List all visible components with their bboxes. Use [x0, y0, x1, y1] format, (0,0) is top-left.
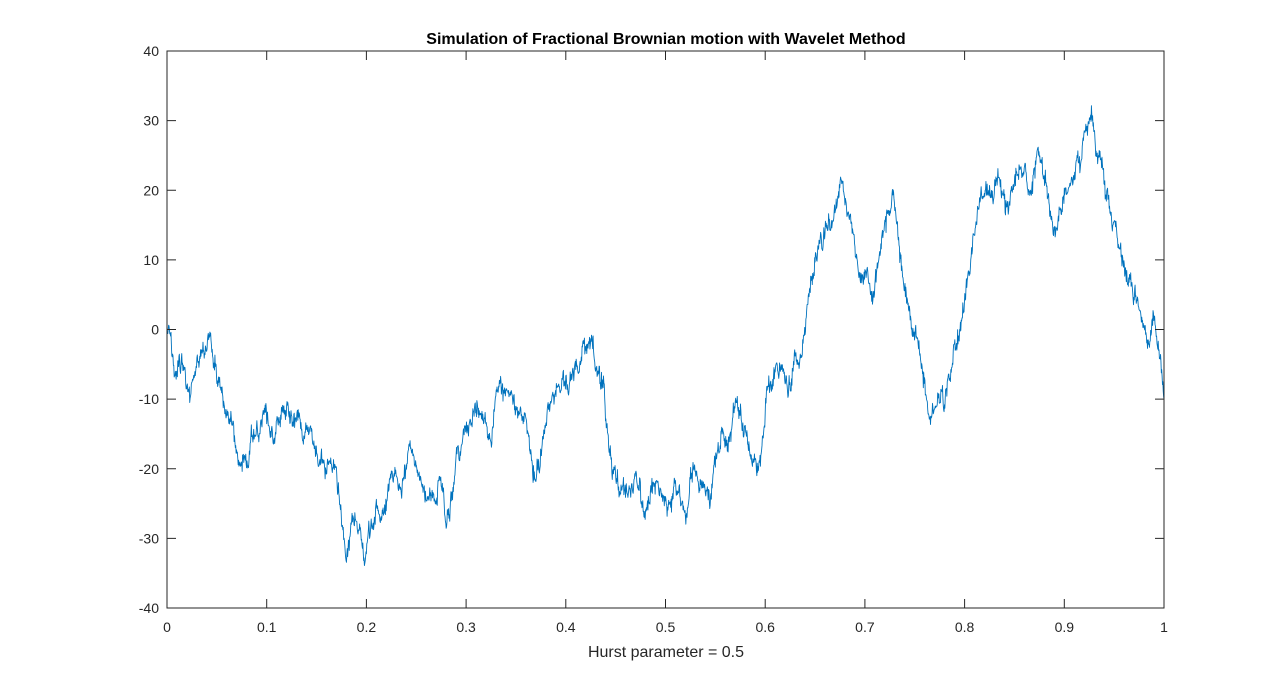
axes-background	[167, 51, 1164, 608]
tick-layer: 0 0.1 0.2 0.3 0.4 0.5 0.6 0.7 0.8 0.9 1 -40 -30 -20 -1…	[139, 43, 1168, 635]
x-tick-label: 0	[163, 619, 171, 635]
y-tick-label: 10	[143, 252, 159, 268]
x-axis-label: Hurst parameter = 0.5	[588, 644, 744, 661]
y-tick-label: -20	[139, 461, 159, 477]
x-tick-label: 0.3	[456, 619, 476, 635]
y-tick-label: -10	[139, 391, 159, 407]
y-tick-label: 40	[143, 43, 159, 59]
y-tick-label: 0	[151, 322, 159, 338]
y-tick-label: -30	[139, 530, 159, 546]
x-tick-label: 0.5	[656, 619, 676, 635]
x-tick-label: 0.4	[556, 619, 576, 635]
chart-title: Simulation of Fractional Brownian motion…	[426, 31, 905, 48]
series-layer	[166, 105, 1165, 567]
x-tick-label: 0.7	[855, 619, 875, 635]
x-tick-label: 0.9	[1055, 619, 1075, 635]
y-tick-label: 20	[143, 182, 159, 198]
x-tick-label: 0.8	[955, 619, 975, 635]
series-line	[166, 105, 1165, 567]
axes-box	[166, 50, 1165, 609]
x-tick-label: 0.6	[755, 619, 775, 635]
x-tick-label: 0.2	[357, 619, 377, 635]
x-tick-label: 1	[1160, 619, 1168, 635]
x-tick-label: 0.1	[257, 619, 277, 635]
y-tick-label: 30	[143, 113, 159, 129]
y-tick-label: -40	[139, 600, 159, 616]
